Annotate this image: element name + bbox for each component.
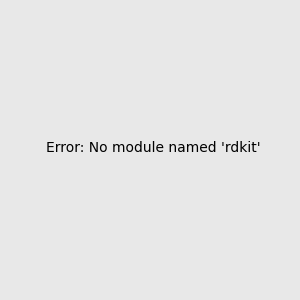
Text: Error: No module named 'rdkit': Error: No module named 'rdkit' — [46, 140, 261, 154]
